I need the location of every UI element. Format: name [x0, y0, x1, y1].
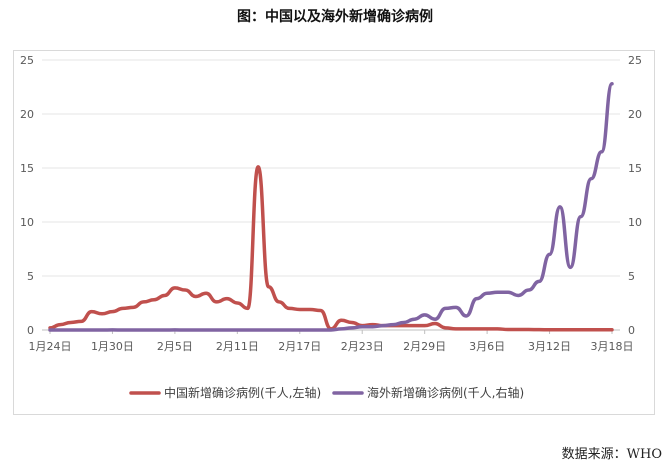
x-tick-label: 1月30日 [91, 340, 134, 353]
x-tick-label: 2月17日 [278, 340, 321, 353]
right-tick-label: 5 [628, 270, 635, 283]
left-axis-ticks: 0 5 10 15 20 25 [20, 54, 34, 337]
right-tick-label: 25 [628, 54, 642, 67]
legend-label: 海外新增确诊病例(千人,右轴) [367, 385, 524, 400]
x-tick-label: 3月12日 [528, 340, 571, 353]
x-tick-label: 2月23日 [341, 340, 384, 353]
data-source: 数据来源：WHO [561, 447, 662, 462]
x-tick-label: 3月18日 [591, 340, 634, 353]
left-tick-label: 10 [20, 216, 34, 229]
left-tick-label: 25 [20, 54, 34, 67]
legend-label: 中国新增确诊病例(千人,左轴) [164, 385, 321, 400]
left-tick-label: 0 [27, 324, 34, 337]
china-series-line [48, 165, 614, 332]
legend: 中国新增确诊病例(千人,左轴) 海外新增确诊病例(千人,右轴) [129, 385, 524, 400]
x-tick-label: 1月24日 [29, 340, 72, 353]
series-lines [48, 82, 614, 332]
x-tick-label: 2月11日 [216, 340, 259, 353]
left-tick-label: 20 [20, 108, 34, 121]
right-tick-label: 10 [628, 216, 642, 229]
right-tick-label: 0 [628, 324, 635, 337]
overseas-series-line [48, 82, 614, 332]
right-axis-ticks: 0 5 10 15 20 25 [628, 54, 642, 337]
right-tick-label: 20 [628, 108, 642, 121]
left-tick-label: 15 [20, 162, 34, 175]
left-tick-label: 5 [27, 270, 34, 283]
x-axis: 1月24日 1月30日 2月5日 2月11日 2月17日 2月23日 2月29日 3月6日 3月… [29, 330, 634, 353]
x-tick-label: 2月29日 [403, 340, 446, 353]
x-tick-label: 2月5日 [157, 340, 193, 353]
chart-frame [13, 50, 655, 415]
right-tick-label: 15 [628, 162, 642, 175]
chart-title: 图：中国以及海外新增确诊病例 [237, 9, 433, 25]
x-tick-label: 3月6日 [469, 340, 505, 353]
